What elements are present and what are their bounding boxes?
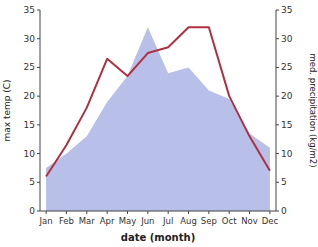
x-tick <box>127 211 128 214</box>
x-tick-label: May <box>119 216 137 226</box>
y2-tick <box>276 124 279 125</box>
x-tick-label: Mar <box>79 216 96 226</box>
y2-tick <box>276 38 279 39</box>
chart: JanFebMarAprMayJunJulAugSepOctNovDec0510… <box>0 0 318 247</box>
x-tick <box>168 211 169 214</box>
y2-tick-label: 0 <box>281 206 287 216</box>
y2-tick-label: 5 <box>281 177 287 187</box>
y-axis-label: max temp (C) <box>2 79 12 141</box>
y-tick-label: 30 <box>24 34 36 44</box>
y-tick-label: 25 <box>24 62 35 72</box>
y2-tick-label: 25 <box>281 62 292 72</box>
y2-tick-label: 15 <box>281 120 292 130</box>
y-tick <box>37 67 40 68</box>
y2-tick-label: 35 <box>281 5 292 15</box>
y-tick-label: 10 <box>24 149 36 159</box>
y2-tick-label: 30 <box>281 34 293 44</box>
y-tick-label: 20 <box>24 91 36 101</box>
x-tick <box>249 211 250 214</box>
x-tick <box>229 211 230 214</box>
x-tick-label: Feb <box>59 216 74 226</box>
x-tick-label: Aug <box>180 216 197 226</box>
x-tick <box>86 211 87 214</box>
y2-tick <box>276 67 279 68</box>
x-tick <box>46 211 47 214</box>
y-tick <box>37 211 40 212</box>
y2-tick <box>276 211 279 212</box>
x-axis-line <box>40 211 276 212</box>
x-tick <box>147 211 148 214</box>
x-tick-label: Jul <box>162 216 173 226</box>
y2-tick-label: 20 <box>281 91 293 101</box>
y2-tick-label: 10 <box>281 149 293 159</box>
x-tick <box>66 211 67 214</box>
x-tick-label: Nov <box>241 216 258 226</box>
precipitation-area <box>46 27 270 211</box>
x-tick <box>107 211 108 214</box>
y2-tick <box>276 10 279 11</box>
y2-axis-label: med. precipitation (kg/m2) <box>308 53 318 167</box>
y-tick <box>37 38 40 39</box>
y2-tick <box>276 96 279 97</box>
plot-area <box>46 27 270 211</box>
y-tick-label: 15 <box>24 120 35 130</box>
x-tick <box>188 211 189 214</box>
x-tick-label: Jan <box>39 216 53 226</box>
x-tick-label: Apr <box>100 216 115 226</box>
y-tick <box>37 96 40 97</box>
y-tick-label: 0 <box>29 206 35 216</box>
x-tick <box>269 211 270 214</box>
x-tick-label: Sep <box>201 216 217 226</box>
y2-tick <box>276 182 279 183</box>
y2-tick <box>276 153 279 154</box>
chart-container: JanFebMarAprMayJunJulAugSepOctNovDec0510… <box>0 0 318 247</box>
y-tick-label: 35 <box>24 5 35 15</box>
x-tick-label: Oct <box>222 216 237 226</box>
y-tick <box>37 124 40 125</box>
y-tick <box>37 153 40 154</box>
y-tick <box>37 182 40 183</box>
x-tick <box>208 211 209 214</box>
y-tick <box>37 10 40 11</box>
y2-axis-line <box>276 10 277 211</box>
x-tick-label: Jun <box>140 216 154 226</box>
x-tick-label: Dec <box>262 216 279 226</box>
x-axis-label: date (month) <box>121 232 195 243</box>
y-tick-label: 5 <box>29 177 35 187</box>
y-axis-line <box>40 10 41 211</box>
temperature-line <box>46 27 270 176</box>
